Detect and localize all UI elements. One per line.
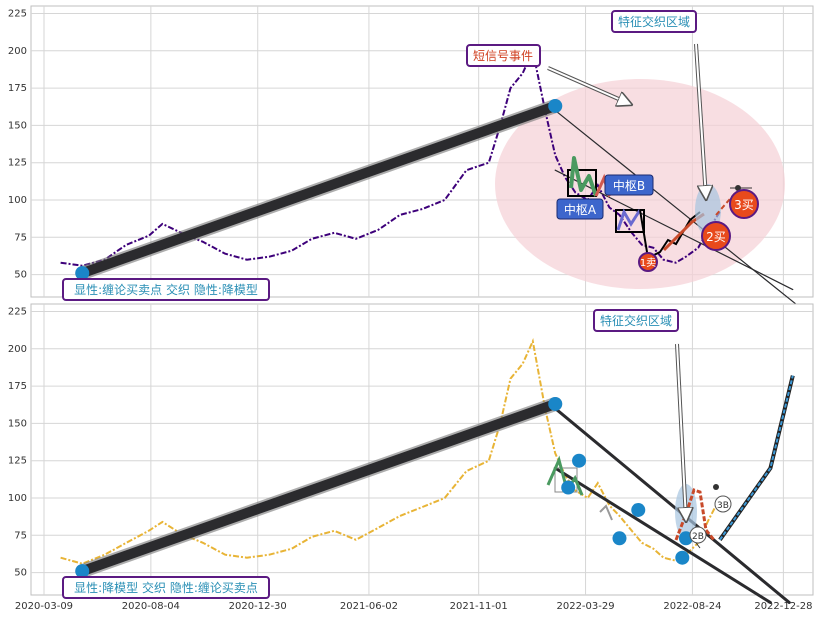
pivot-point: [548, 396, 563, 411]
svg-text:特征交织区域: 特征交织区域: [618, 14, 690, 29]
x-tick-label: 2022-03-29: [556, 601, 614, 612]
buy-3b-marker: 3B: [714, 495, 732, 513]
y-tick-label: 50: [14, 270, 27, 281]
svg-text:显性:缠论买卖点 交织 隐性:降模型: 显性:缠论买卖点 交织 隐性:降模型: [74, 282, 258, 297]
trend-line: [553, 466, 772, 604]
x-tick-label: 2020-12-30: [229, 601, 287, 612]
bottom-zone-callout: 特征交织区域: [593, 309, 686, 520]
hub-b-label: 中枢B: [604, 174, 654, 196]
bottom-panel: 50 75 100 125 150 175 200 225 2020-03-09 2020-08…: [8, 303, 814, 612]
bottom-mode-box: 显性:降模型 交织 隐性:缠论买卖点: [62, 576, 270, 599]
buy-2b-marker: 2B: [689, 526, 707, 544]
svg-text:2B: 2B: [692, 532, 704, 542]
y-tick-label: 225: [8, 306, 27, 317]
y-tick-label: 200: [8, 46, 27, 57]
y-tick-label: 175: [8, 381, 27, 392]
x-tick-labels: 2020-03-09 2020-08-04 2020-12-30 2021-06-02…: [15, 601, 813, 612]
trend-line: [77, 398, 561, 577]
trend-line: [77, 100, 561, 279]
svg-text:特征交织区域: 特征交织区域: [600, 313, 672, 328]
y-tick-label: 175: [8, 83, 27, 94]
bottom-rally-line: [718, 375, 795, 541]
pivot-point: [561, 480, 576, 495]
svg-text:中枢B: 中枢B: [613, 178, 645, 193]
x-tick-label: 2022-08-24: [663, 601, 721, 612]
pivot-point: [75, 266, 90, 281]
y-tick-label: 50: [14, 568, 27, 579]
x-tick-label: 2021-06-02: [340, 601, 398, 612]
svg-text:1卖: 1卖: [640, 257, 656, 269]
svg-text:短信号事件: 短信号事件: [473, 49, 533, 63]
y-tick-label: 200: [8, 344, 27, 355]
svg-text:3B: 3B: [717, 501, 729, 511]
top-mode-box: 显性:缠论买卖点 交织 隐性:降模型: [62, 278, 270, 301]
y-tick-label: 125: [8, 158, 27, 169]
pivot-point: [675, 550, 690, 565]
y-tick-label: 75: [14, 530, 27, 541]
hub-a-label: 中枢A: [556, 198, 604, 220]
svg-text:2买: 2买: [706, 230, 726, 244]
svg-text:中枢A: 中枢A: [564, 202, 597, 217]
top-trend-lines: [75, 98, 797, 306]
pivot-point: [75, 564, 90, 579]
rally-line: [719, 375, 794, 541]
top-pivot-points: [75, 98, 563, 281]
pivot-point: [548, 98, 563, 113]
y-tick-label: 125: [8, 456, 27, 467]
x-tick-label: 2020-08-04: [122, 601, 180, 612]
trend-line: [554, 109, 797, 306]
y-tick-label: 100: [8, 493, 27, 504]
trend-line: [553, 406, 791, 604]
short-signal-callout: 短信号事件: [466, 44, 630, 104]
svg-text:显性:降模型 交织 隐性:缠论买卖点: 显性:降模型 交织 隐性:缠论买卖点: [74, 580, 258, 595]
buy-2-marker: 2买: [701, 221, 731, 251]
pivot-point: [678, 531, 693, 546]
pivot-point: [631, 502, 646, 517]
bottom-trend-lines: [75, 396, 791, 604]
bottom-y-tick-labels: 50 75 100 125 150 175 200 225: [8, 306, 27, 578]
y-tick-label: 150: [8, 120, 27, 131]
buy-3-marker: 3买: [729, 189, 759, 219]
y-tick-label: 150: [8, 418, 27, 429]
x-tick-label: 2020-03-09: [15, 601, 73, 612]
pivot-point: [612, 531, 627, 546]
y-tick-label: 100: [8, 195, 27, 206]
top-y-tick-labels: 50 75 100 125 150 175 200 225: [8, 8, 27, 280]
top-panel: 50 75 100 125 150 175 200 225 中枢A 中枢B: [8, 5, 814, 306]
top-zone-callout: 特征交织区域: [611, 10, 706, 198]
y-tick-label: 225: [8, 8, 27, 19]
x-tick-label: 2021-11-01: [450, 601, 508, 612]
pivot-point: [572, 453, 587, 468]
bottom-pivot-points: [75, 396, 693, 579]
sell-1-marker: 1卖: [638, 252, 658, 272]
x-tick-label: 2022-12-28: [754, 601, 812, 612]
svg-text:3买: 3买: [734, 198, 754, 212]
y-tick-label: 75: [14, 232, 27, 243]
